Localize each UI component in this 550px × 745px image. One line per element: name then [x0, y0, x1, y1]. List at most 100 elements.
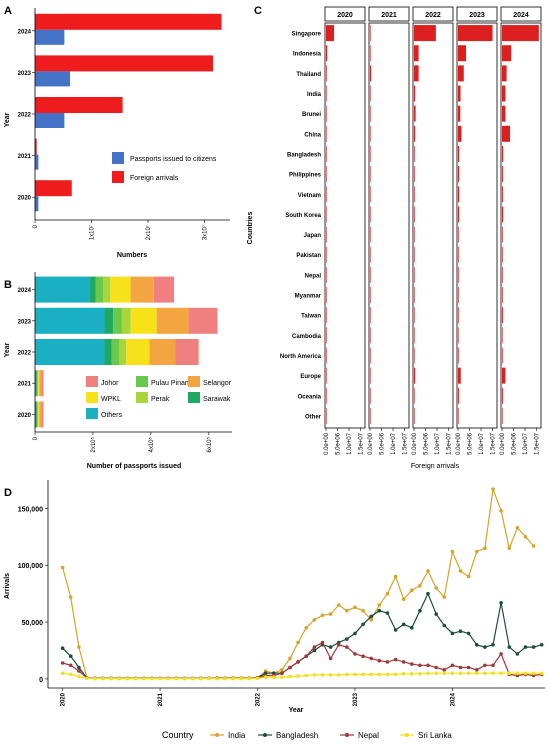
- country-label-vietnam: Vietnam: [298, 193, 321, 199]
- point-india-50: [466, 574, 471, 579]
- bar-india-2024: [502, 85, 506, 102]
- panel-b-legend: Johor Pulau Pinang Selangor WPKL Perak Sarawa…: [80, 374, 232, 430]
- y-tick-label-2022: 2022: [18, 351, 32, 357]
- point-nepal-0: [60, 661, 65, 665]
- point-nepal-42: [401, 660, 406, 664]
- bar-other-2022: [414, 407, 415, 424]
- point-sri-lanka-33: [328, 673, 333, 677]
- bar-selangor-2024: [130, 276, 154, 303]
- country-label-oceania: Oceania: [298, 394, 322, 400]
- bar-pakistan-2021: [370, 246, 371, 263]
- point-nepal-27: [280, 671, 284, 675]
- point-india-0: [60, 565, 65, 570]
- country-label-indonesia: Indonesia: [293, 52, 322, 58]
- y-tick-label-2: 100,000: [18, 563, 43, 570]
- bar-south-korea-2023: [458, 206, 460, 223]
- country-label-cambodia: Cambodia: [292, 334, 322, 340]
- panel-a-xlabel: Numbers: [117, 252, 147, 259]
- bar-passports-2024: [35, 29, 65, 45]
- bar-singapore-2024: [502, 25, 539, 42]
- point-bangladesh-0: [60, 646, 65, 650]
- point-india-52: [483, 546, 487, 550]
- point-sri-lanka-9: [133, 676, 138, 681]
- point-sri-lanka-30: [304, 673, 309, 678]
- x-tick-label-2022-0: 0.0e+00: [412, 432, 418, 455]
- bar-others-2020: [35, 401, 37, 428]
- x-tick-label-3: 2023: [353, 692, 359, 706]
- legend-label-wpkl: WPKL: [101, 396, 121, 403]
- point-india-53: [491, 487, 495, 491]
- point-india-36: [353, 605, 357, 610]
- point-sri-lanka-28: [288, 674, 292, 679]
- bar-vietnam-2020: [326, 186, 327, 203]
- facet-strip-2022: [412, 6, 454, 22]
- facet-label-2024: 2024: [513, 12, 529, 19]
- country-label-europe: Europe: [300, 374, 321, 380]
- bar-passports-2020: [35, 196, 39, 212]
- bar-taiwan-2021: [370, 307, 371, 324]
- point-sri-lanka-27: [280, 675, 284, 679]
- bar-wpkl-2020: [38, 401, 40, 428]
- point-sri-lanka-37: [361, 672, 365, 677]
- x-tick-label-2022-3: 1.5e+07: [447, 432, 453, 455]
- country-label-other: Other: [305, 414, 322, 420]
- bar-vietnam-2021: [370, 186, 371, 203]
- panel-b: B Year 2020 2021 2022 2023 2024 0 2x10⁵ 4x10⁵ 6…: [4, 272, 232, 470]
- point-sri-lanka-46: [434, 671, 439, 675]
- facet-strip-2024: [500, 6, 542, 22]
- bar-indonesia-2020: [326, 45, 328, 62]
- x-tick-label-2023-2: 1.0e+07: [479, 432, 485, 455]
- bar-bangladesh-2021: [370, 145, 371, 162]
- point-sri-lanka-26: [272, 675, 276, 679]
- point-bangladesh-45: [426, 591, 430, 596]
- bar-selangor-2022: [149, 339, 176, 365]
- bar-passports-2023: [35, 71, 71, 87]
- panel-d-label: D: [4, 487, 12, 499]
- legend-swatch-pulau-pinang: [136, 376, 148, 387]
- point-sri-lanka-31: [312, 673, 317, 677]
- country-label-japan: Japan: [304, 233, 322, 239]
- legend-swatch-foreign-arrivals: [112, 171, 124, 183]
- bar-europe-2021: [370, 367, 371, 384]
- bar-taiwan-2020: [326, 307, 327, 324]
- facet-frame-2023: [456, 22, 498, 429]
- legend-swatch-johor: [86, 376, 98, 387]
- point-sri-lanka-57: [523, 671, 528, 675]
- bar-taiwan-2022: [414, 307, 415, 324]
- bar-johor-2024: [153, 276, 175, 303]
- panel-c-country-labels: Singapore Indonesia Thailand India Brunei Chi…: [280, 32, 322, 421]
- point-india-40: [385, 591, 390, 596]
- facet-strip-2023: [456, 6, 498, 22]
- point-sri-lanka-42: [401, 672, 406, 676]
- facet-frame-2024: [500, 22, 542, 429]
- x-tick-label-2020-3: 1.5e+07: [359, 432, 365, 455]
- bar-perak-2021: [37, 370, 39, 397]
- bar-japan-2023: [458, 226, 459, 243]
- point-sri-lanka-41: [393, 672, 398, 677]
- x-tick-label-0: 0: [33, 224, 39, 228]
- x-tick-label-3: 6x10⁵: [206, 436, 213, 452]
- bar-thailand-2021: [370, 65, 372, 82]
- bar-vietnam-2024: [502, 186, 503, 203]
- legend-label-sarawak: Sarawak: [203, 396, 231, 403]
- point-sri-lanka-39: [377, 672, 382, 677]
- country-label-china: China: [304, 132, 321, 138]
- point-sri-lanka-0: [60, 671, 65, 675]
- bar-myanmar-2021: [370, 287, 371, 304]
- bar-singapore-2021: [370, 25, 371, 42]
- point-india-35: [345, 608, 349, 613]
- point-sri-lanka-54: [499, 671, 503, 675]
- bar-cambodia-2023: [458, 327, 459, 344]
- legend-swatch-wpkl: [86, 392, 98, 403]
- point-nepal-31: [312, 645, 317, 649]
- point-nepal-47: [442, 668, 447, 672]
- point-sri-lanka-38: [369, 672, 374, 677]
- point-sri-lanka-59: [539, 671, 544, 675]
- bar-north-america-2021: [370, 347, 371, 364]
- point-nepal-39: [377, 658, 382, 663]
- bar-wpkl-2023: [130, 307, 157, 334]
- facet-label-2023: 2023: [469, 12, 485, 19]
- country-label-bangladesh: Bangladesh: [287, 152, 321, 158]
- panel-d-legend-title: Country: [162, 730, 194, 740]
- bar-japan-2022: [414, 226, 415, 243]
